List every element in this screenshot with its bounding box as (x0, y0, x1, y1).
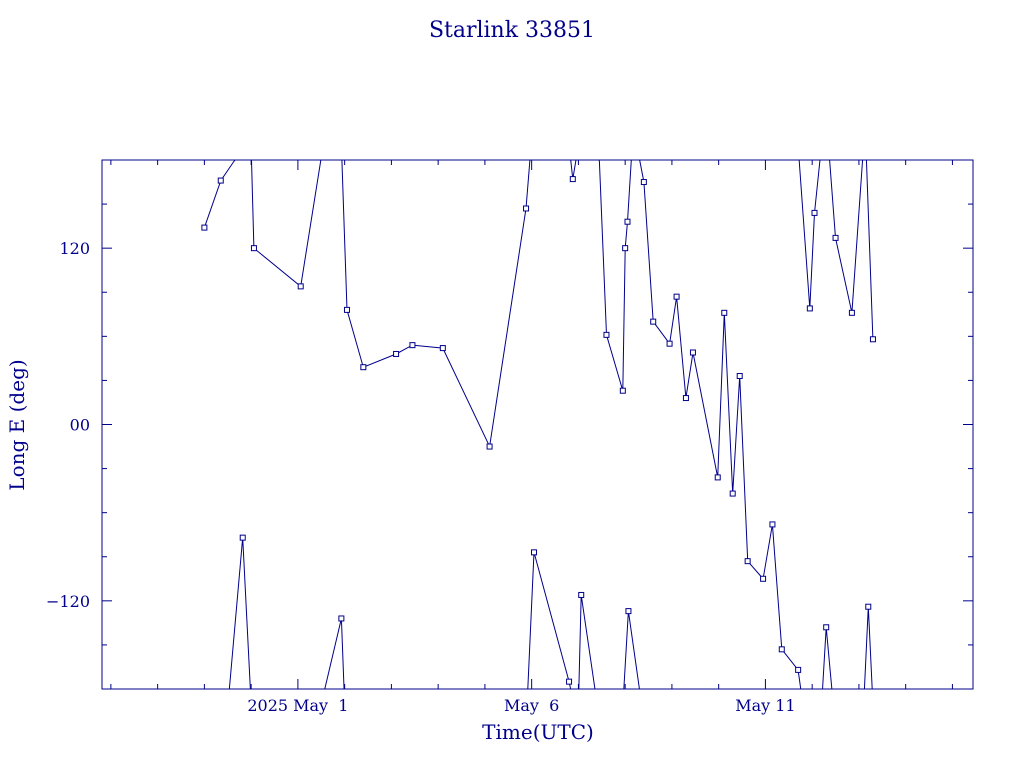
data-point (714, 474, 721, 481)
data-point (569, 176, 576, 183)
y-tick-label: 00 (70, 416, 90, 435)
series-line-segment (527, 552, 572, 689)
data-point (640, 179, 647, 186)
series-line-segment (228, 537, 251, 689)
x-axis-label: Time(UTC) (482, 720, 594, 744)
x-tick-label: 2025 May 1 (247, 696, 348, 715)
data-point (666, 340, 673, 347)
data-point (682, 395, 689, 402)
series-line-segment (829, 160, 864, 313)
y-tick-label: 120 (59, 239, 90, 258)
series-line-segment (250, 160, 322, 288)
x-tick-label: May 11 (735, 696, 795, 715)
data-point (439, 345, 446, 352)
data-point (343, 306, 350, 313)
data-point (625, 608, 632, 615)
series-line-segment (639, 160, 802, 689)
data-point (297, 283, 304, 290)
data-point (486, 443, 493, 450)
y-tick-labels: −120 00 120 (46, 239, 90, 611)
series-line-segment (203, 160, 236, 228)
data-point (530, 549, 537, 556)
data-point (578, 591, 585, 598)
data-point (619, 387, 626, 394)
data-point (721, 309, 728, 316)
data-point (769, 521, 776, 528)
series-points (201, 176, 876, 685)
series-line-segment (578, 594, 596, 689)
series-line-segment (598, 160, 632, 391)
data-point (689, 349, 696, 356)
y-axis-label: Long E (deg) (5, 359, 29, 490)
data-point (744, 558, 751, 565)
series-line-segment (798, 160, 821, 309)
data-point (650, 318, 657, 325)
series-line-segment (822, 627, 833, 689)
data-point (409, 342, 416, 349)
data-point (869, 336, 876, 343)
data-point (673, 293, 680, 300)
data-point (622, 245, 629, 252)
series-line-segment (623, 611, 640, 689)
y-tick-label: −120 (46, 592, 90, 611)
data-point (360, 364, 367, 371)
series-line-segment (570, 160, 577, 180)
data-point (865, 603, 872, 610)
data-point (729, 490, 736, 497)
data-point (795, 666, 802, 673)
data-point (736, 373, 743, 380)
data-point (806, 305, 813, 312)
data-point (760, 575, 767, 582)
data-point (250, 245, 257, 252)
series-line-segment (865, 160, 874, 340)
data-point (201, 224, 208, 231)
data-point (566, 678, 573, 685)
data-point (338, 615, 345, 622)
data-point (239, 534, 246, 541)
data-point (823, 624, 830, 631)
data-point (778, 646, 785, 653)
chart-title: Starlink 33851 (429, 18, 595, 43)
data-point (832, 234, 839, 241)
data-point (393, 350, 400, 357)
x-tick-label: May 6 (504, 696, 559, 715)
data-point (603, 331, 610, 338)
data-point (811, 209, 818, 216)
series-line-segment (863, 606, 873, 689)
series-line-segment (324, 618, 345, 689)
series-line-segment (341, 160, 531, 449)
data-point (217, 177, 224, 184)
series-lines (203, 160, 874, 689)
x-tick-labels: 2025 May 1 May 6 May 11 (247, 696, 795, 715)
data-point (848, 309, 855, 316)
plot-frame (101, 159, 974, 690)
data-point (523, 205, 530, 212)
data-point (624, 218, 631, 225)
axis-ticks (102, 160, 973, 689)
